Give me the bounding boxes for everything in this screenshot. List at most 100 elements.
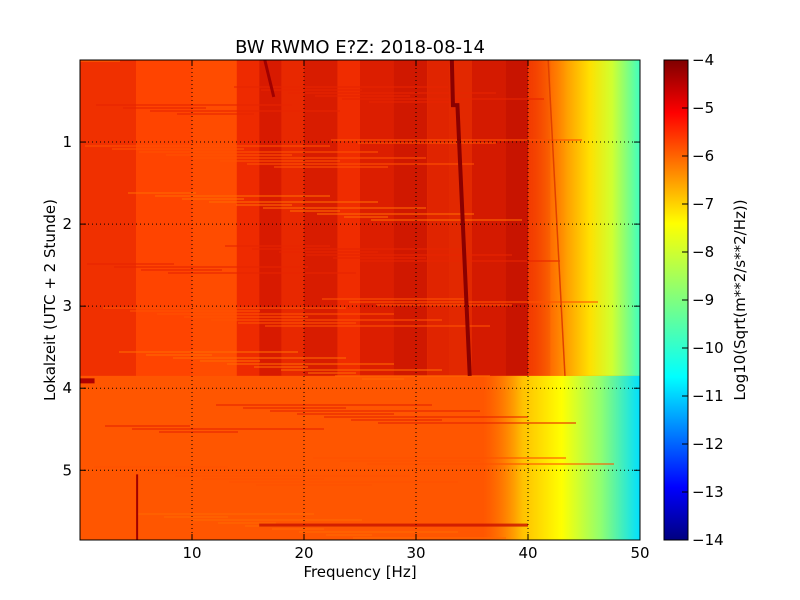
texture-streak (306, 254, 512, 256)
freq-band (236, 60, 260, 376)
texture-streak (87, 263, 174, 265)
colorbar-tick-label: −11 (692, 387, 724, 405)
texture-streak (324, 416, 528, 418)
y-tick-label: 5 (62, 461, 72, 479)
freq-band (192, 60, 237, 376)
texture-streak (166, 154, 292, 156)
x-axis-label: Frequency [Hz] (303, 563, 416, 581)
freq-band (427, 60, 450, 376)
texture-streak (164, 516, 228, 518)
texture-streak (103, 307, 346, 309)
colorbar-tick-label: −14 (692, 531, 724, 549)
faint-drift-line (547, 60, 566, 376)
texture-streak (349, 301, 598, 303)
texture-streak (351, 419, 442, 421)
texture-streak (137, 513, 314, 515)
texture-streak (288, 92, 496, 94)
freq-band (136, 60, 192, 376)
texture-streak (335, 375, 490, 377)
texture-streak (85, 145, 330, 147)
texture-streak (130, 310, 260, 312)
x-tick-label: 40 (518, 544, 537, 562)
texture-streak (139, 151, 378, 153)
colorbar-tick-label: −10 (692, 339, 724, 357)
texture-streak (94, 466, 228, 468)
texture-streak (263, 207, 426, 209)
texture-streak (317, 213, 474, 215)
texture-streak (238, 322, 356, 324)
texture-streak (168, 272, 356, 274)
texture-streak (378, 422, 576, 424)
texture-streak (256, 484, 372, 486)
colorbar-tick-label: −4 (692, 51, 714, 69)
y-tick-label: 3 (62, 297, 72, 315)
freq-band (505, 60, 528, 376)
colorbar-tick-label: −6 (692, 147, 714, 165)
texture-streak (123, 107, 206, 109)
line-17hz (263, 60, 276, 98)
texture-streak (290, 210, 340, 212)
texture-streak (261, 89, 362, 91)
left-blip (80, 378, 95, 384)
texture-streak (112, 148, 244, 150)
colorbar-tick-label: −9 (692, 291, 714, 309)
freq-band (304, 60, 338, 376)
texture-streak (159, 431, 238, 433)
texture-streak (362, 378, 404, 380)
y-tick-label: 1 (62, 133, 72, 151)
texture-streak (209, 201, 378, 203)
texture-streak (132, 428, 324, 430)
grid-lines (80, 60, 640, 540)
hf-rolloff-top (528, 60, 640, 376)
texture-streak (353, 537, 506, 539)
texture-streak (342, 98, 544, 100)
texture-streak (326, 534, 372, 536)
texture-streak (358, 142, 496, 144)
texture-streak (114, 266, 308, 268)
texture-streak (146, 354, 212, 356)
texture-streak (371, 219, 522, 221)
colorbar-tick-label: −7 (692, 195, 714, 213)
texture-streak (141, 269, 222, 271)
y-axis-ticks: 1 2 3 4 5 (62, 133, 640, 479)
texture-streak (216, 404, 432, 406)
texture-streak (177, 113, 254, 115)
texture-streak (121, 469, 362, 471)
texture-streak (229, 481, 458, 483)
texture-streak (367, 463, 614, 465)
texture-streak (182, 198, 244, 200)
texture-streak (360, 260, 560, 262)
texture-streak (193, 157, 426, 159)
x-axis-ticks: 10 20 30 40 50 (182, 60, 650, 562)
texture-streak (279, 251, 378, 253)
texture-streak (191, 519, 362, 521)
texture-streak (157, 313, 394, 315)
texture-streak (243, 407, 346, 409)
y-tick-label: 4 (62, 379, 72, 397)
texture-streak (218, 522, 276, 524)
texture-streak (340, 460, 480, 462)
plot-frame (79, 59, 641, 541)
texture-streak (105, 425, 190, 427)
texture-streak (247, 163, 474, 165)
texture-streak (173, 357, 346, 359)
texture-streak (322, 298, 464, 300)
texture-streak (297, 413, 394, 415)
x-tick-label: 50 (630, 544, 649, 562)
texture-streak (150, 110, 340, 112)
texture-streak (265, 325, 490, 327)
texture-streak (220, 160, 340, 162)
texture-streak (252, 248, 464, 250)
colorbar-tick-label: −5 (692, 99, 714, 117)
texture-streak (128, 192, 196, 194)
texture-streak (313, 457, 566, 459)
texture-streak (376, 304, 512, 306)
texture-streak (184, 316, 308, 318)
texture-streak (200, 360, 260, 362)
texture-streak (175, 475, 410, 477)
freq-band (393, 60, 428, 376)
texture-streak (225, 245, 330, 247)
texture-streak (369, 101, 458, 103)
texture-streak (236, 204, 292, 206)
